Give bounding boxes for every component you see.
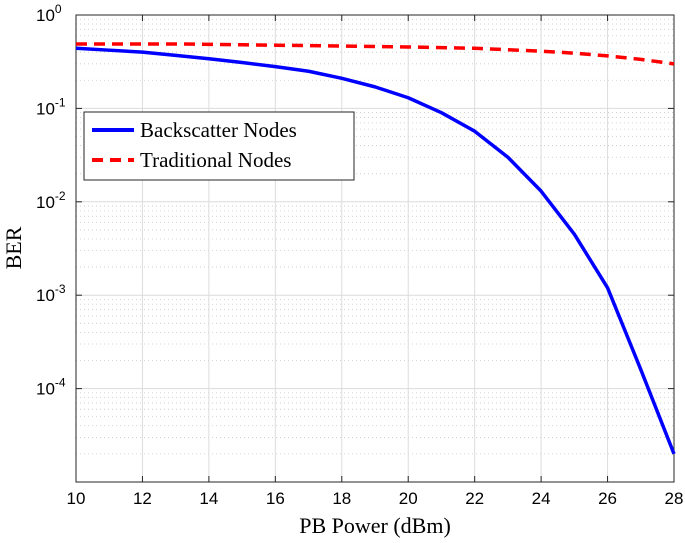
plot-frame xyxy=(75,14,675,483)
legend-label-backscatter: Backscatter Nodes xyxy=(140,118,297,142)
y-tick-label: 10-1 xyxy=(36,95,66,118)
y-tick-label: 10-2 xyxy=(36,189,66,212)
y-tick-label: 10-3 xyxy=(36,282,66,305)
legend-box xyxy=(83,111,355,181)
series-line-backscatter-nodes xyxy=(75,46,676,455)
legend-label-traditional: Traditional Nodes xyxy=(140,148,291,172)
x-axis-ticks: 10 12 14 16 18 20 22 24 26 28 xyxy=(67,15,684,508)
series-layer xyxy=(75,42,676,455)
y-tick-label: 10-4 xyxy=(36,376,66,399)
x-tick-label: 16 xyxy=(266,489,285,508)
x-tick-label: 12 xyxy=(133,489,152,508)
y-axis-label: BER xyxy=(1,226,26,269)
series-line-traditional-nodes xyxy=(76,42,675,66)
legend: Backscatter Nodes Traditional Nodes xyxy=(83,111,355,181)
x-tick-label: 28 xyxy=(665,489,684,508)
x-axis-label: PB Power (dBm) xyxy=(299,513,451,538)
x-tick-label: 14 xyxy=(199,489,218,508)
x-tick-label: 24 xyxy=(532,489,551,508)
x-tick-label: 20 xyxy=(399,489,418,508)
x-tick-label: 22 xyxy=(465,489,484,508)
x-tick-label: 18 xyxy=(332,489,351,508)
x-tick-label: 10 xyxy=(67,489,86,508)
y-tick-label: 100 xyxy=(36,2,62,25)
x-tick-label: 26 xyxy=(598,489,617,508)
y-axis-ticks: 100 10-1 10-2 10-3 10-4 xyxy=(36,2,674,399)
